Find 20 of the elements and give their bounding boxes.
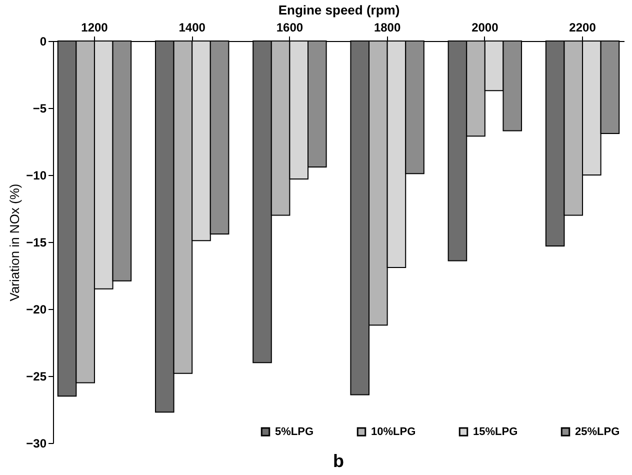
x-tick-label: 1600 <box>276 20 304 34</box>
x-tick-label: 2000 <box>472 20 499 34</box>
x-axis-title: Engine speed (rpm) <box>278 2 400 18</box>
y-tick-label: −5 <box>32 102 47 116</box>
legend-label: 10%LPG <box>371 426 416 438</box>
legend-label: 5%LPG <box>275 426 314 438</box>
x-tick-label: 1400 <box>178 20 206 34</box>
y-axis-title: Variation in NOx (%) <box>7 184 22 302</box>
y-tick-label: −10 <box>26 168 47 182</box>
x-tick-label: 2200 <box>569 20 596 34</box>
x-tick-label: 1200 <box>81 20 108 34</box>
y-tick-label: 0 <box>40 34 47 48</box>
y-tick-label: −25 <box>26 370 47 384</box>
x-tick-label: 1800 <box>374 20 401 34</box>
y-tick-label: −15 <box>26 236 47 250</box>
y-tick-label: −20 <box>26 302 47 316</box>
legend-label: 25%LPG <box>575 426 620 438</box>
y-tick-label: −30 <box>26 436 47 450</box>
text: b <box>333 451 344 471</box>
legend-label: 15%LPG <box>473 426 518 438</box>
